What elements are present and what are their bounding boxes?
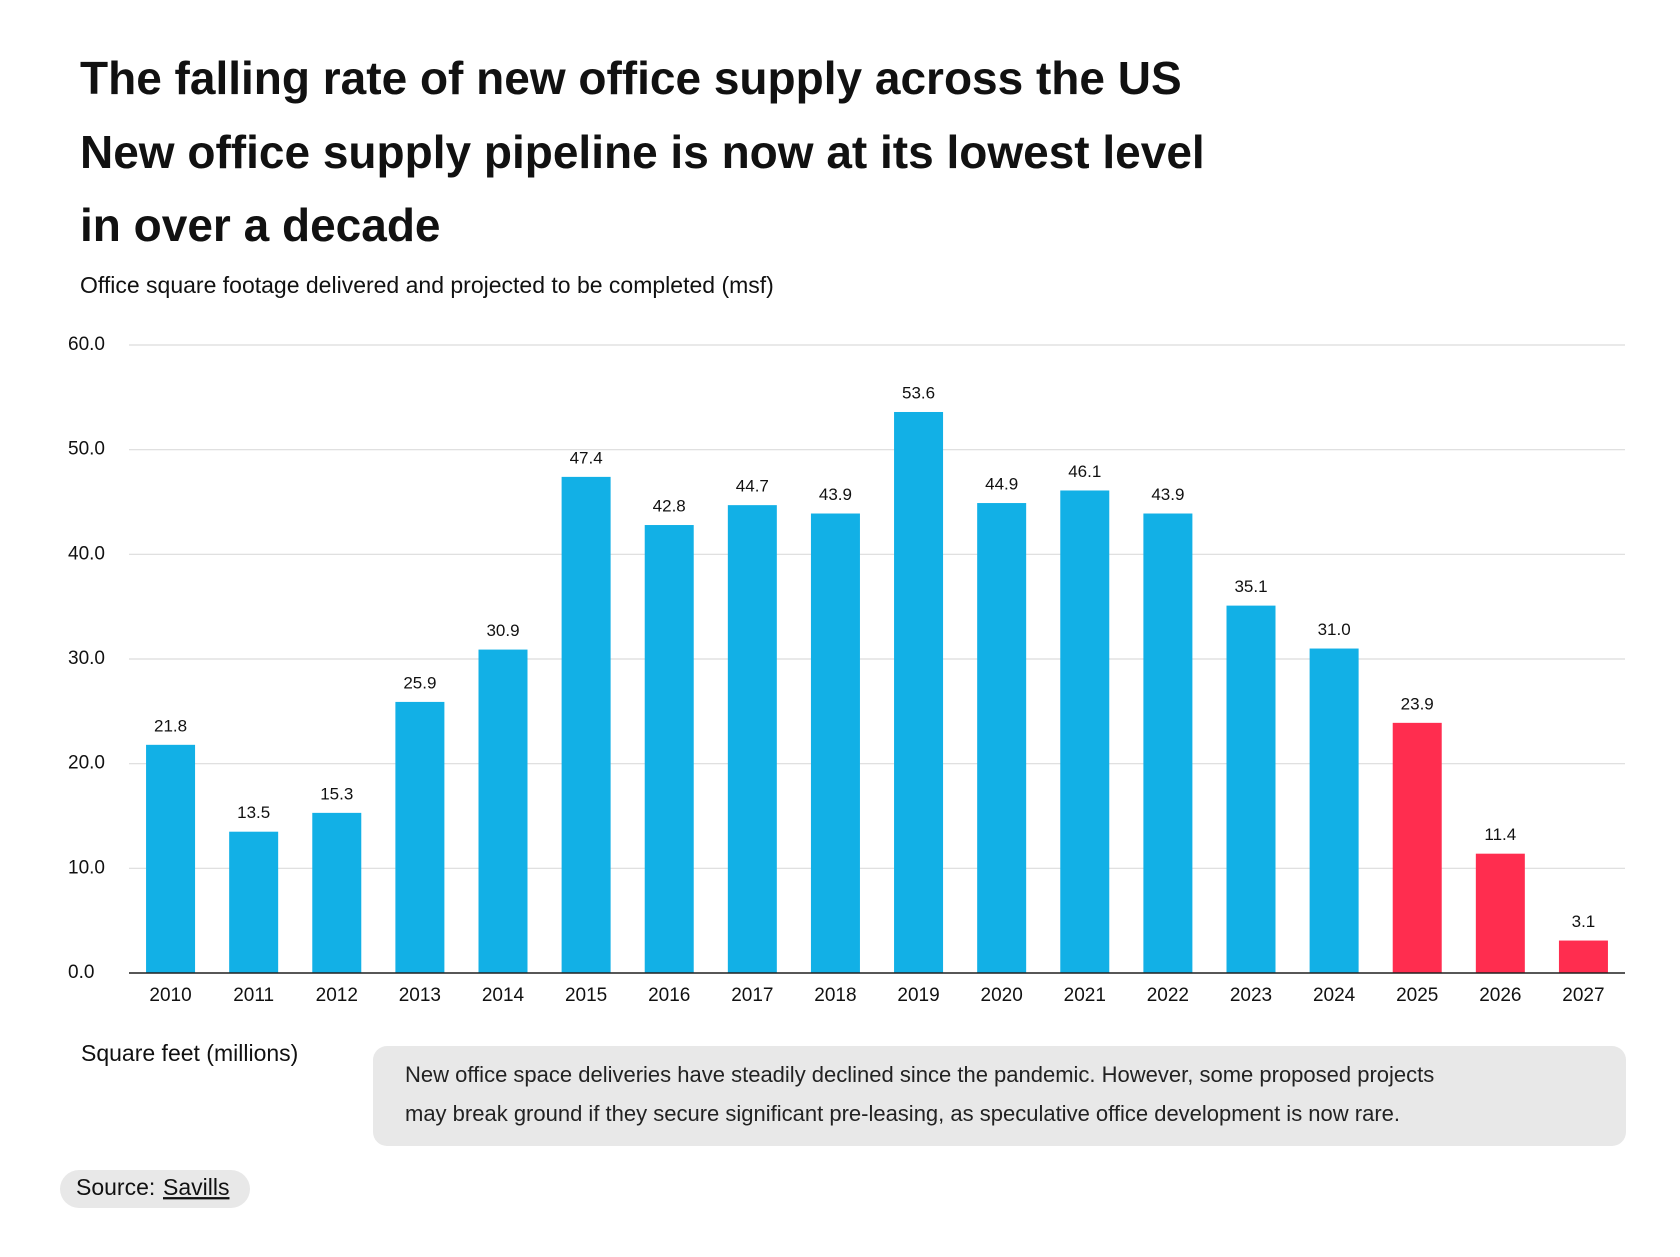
x-tick-label: 2019	[897, 985, 939, 1006]
y-tick-label: 50.0	[68, 439, 105, 460]
bar	[810, 513, 860, 973]
value-label: 25.9	[403, 673, 436, 692]
x-tick-label: 2022	[1147, 985, 1189, 1006]
value-label: 3.1	[1572, 912, 1596, 931]
chart-title: in over a decade	[80, 199, 441, 251]
note-text: may break ground if they secure signific…	[405, 1101, 1400, 1126]
chart-subtitle: Office square footage delivered and proj…	[80, 272, 774, 298]
value-label: 21.8	[154, 716, 187, 735]
x-tick-label: 2025	[1396, 985, 1438, 1006]
bar	[1558, 940, 1608, 973]
value-label: 31.0	[1318, 620, 1351, 639]
bar	[229, 831, 279, 973]
x-tick-label: 2011	[233, 985, 274, 1006]
chart-title: New office supply pipeline is now at its…	[80, 126, 1205, 178]
x-tick-label: 2021	[1064, 985, 1106, 1006]
x-tick-label: 2012	[316, 985, 358, 1006]
y-tick-label: 60.0	[68, 334, 105, 355]
x-tick-label: 2017	[731, 985, 773, 1006]
x-tick-label: 2016	[648, 985, 690, 1006]
bar	[727, 505, 777, 973]
x-tick-label: 2014	[482, 985, 525, 1006]
bar	[1392, 722, 1442, 973]
note-box	[373, 1046, 1626, 1146]
source-label: Source:	[76, 1174, 155, 1200]
y-tick-label: 0.0	[68, 962, 94, 983]
x-tick-label: 2010	[149, 985, 191, 1006]
bar	[644, 525, 694, 973]
value-label: 13.5	[237, 803, 270, 822]
bar	[894, 411, 944, 973]
x-tick-label: 2015	[565, 985, 607, 1006]
bar	[1060, 490, 1110, 973]
value-label: 43.9	[1151, 485, 1184, 504]
x-tick-label: 2013	[399, 985, 441, 1006]
x-tick-label: 2018	[814, 985, 856, 1006]
value-label: 44.7	[736, 477, 769, 496]
y-tick-label: 30.0	[68, 648, 105, 669]
bar	[395, 701, 445, 973]
y-tick-label: 40.0	[68, 543, 105, 564]
bar	[977, 503, 1027, 973]
x-tick-label: 2020	[981, 985, 1023, 1006]
x-tick-label: 2023	[1230, 985, 1272, 1006]
bar	[561, 476, 611, 973]
bar	[478, 649, 528, 973]
bar	[312, 812, 362, 973]
value-label: 47.4	[570, 448, 603, 467]
x-tick-label: 2024	[1313, 985, 1356, 1006]
source-link[interactable]: Savills	[163, 1174, 229, 1200]
y-tick-label: 10.0	[68, 857, 105, 878]
source-pill	[60, 1170, 250, 1208]
note-text: New office space deliveries have steadil…	[405, 1062, 1434, 1087]
y-axis-label: Square feet (millions)	[81, 1040, 298, 1066]
value-label: 46.1	[1068, 462, 1101, 481]
bar	[1143, 513, 1193, 973]
value-label: 43.9	[819, 485, 852, 504]
value-label: 35.1	[1234, 577, 1267, 596]
value-label: 44.9	[985, 475, 1018, 494]
y-tick-label: 20.0	[68, 753, 105, 774]
value-label: 53.6	[902, 383, 935, 402]
x-tick-label: 2027	[1562, 985, 1604, 1006]
value-label: 23.9	[1401, 694, 1434, 713]
value-label: 30.9	[486, 621, 519, 640]
value-label: 15.3	[320, 784, 353, 803]
value-label: 11.4	[1484, 825, 1516, 844]
value-label: 42.8	[653, 497, 686, 516]
chart-title: The falling rate of new office supply ac…	[80, 52, 1182, 104]
bar	[1226, 605, 1276, 973]
bar	[1475, 853, 1525, 973]
x-tick-label: 2026	[1479, 985, 1521, 1006]
bar	[146, 744, 196, 973]
bar	[1309, 648, 1359, 973]
